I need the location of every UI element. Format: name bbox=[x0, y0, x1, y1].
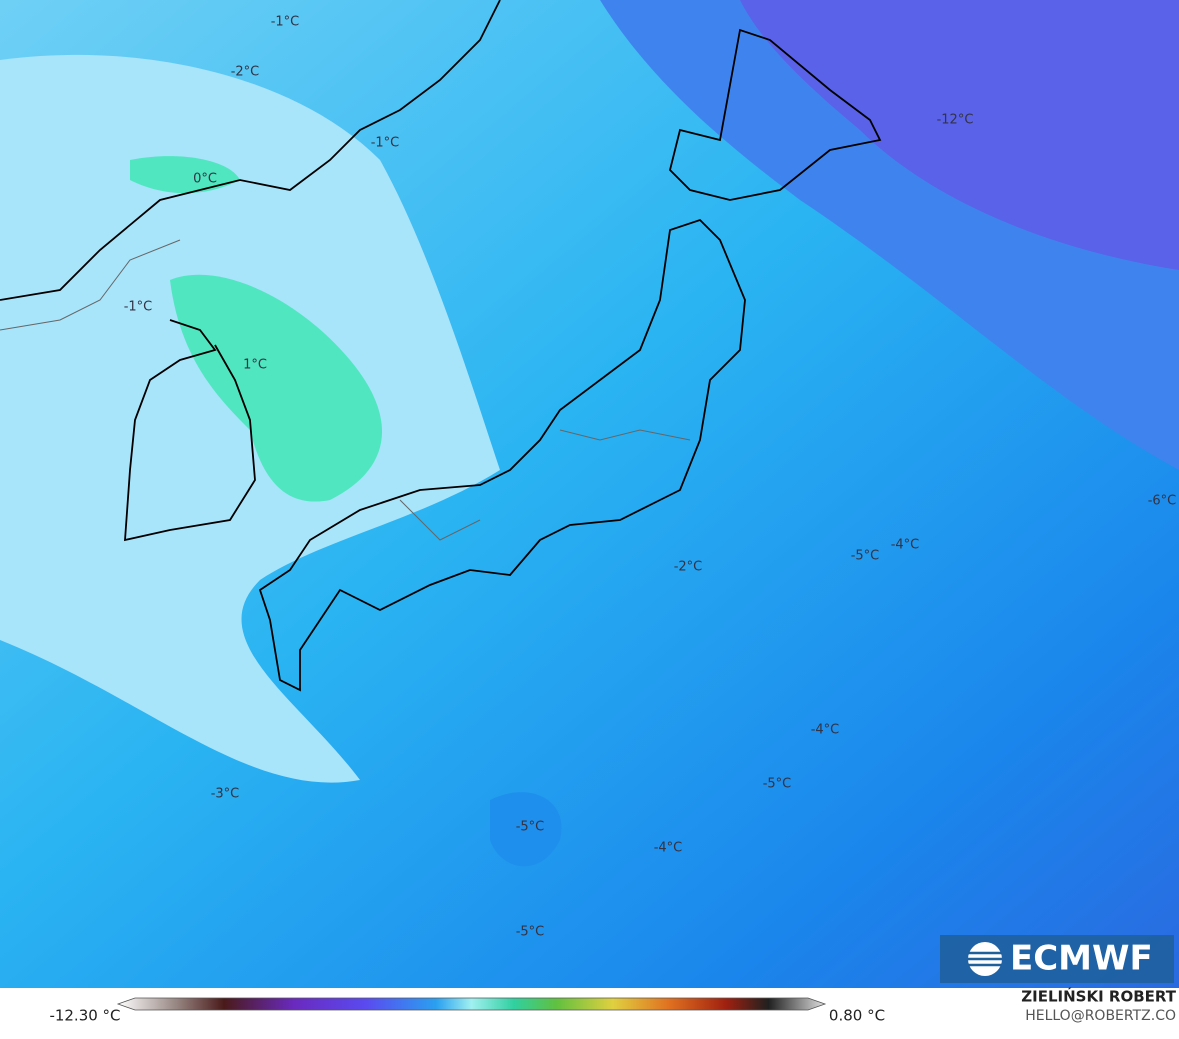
credit-name: ZIELIŃSKI ROBERT bbox=[1021, 987, 1176, 1006]
temp-label: -3°C bbox=[211, 787, 240, 802]
temp-label: -2°C bbox=[674, 560, 703, 575]
temp-label: -2°C bbox=[231, 65, 260, 80]
temp-label: -4°C bbox=[654, 841, 683, 856]
temp-label: -1°C bbox=[271, 15, 300, 30]
temp-label: 0°C bbox=[193, 172, 217, 187]
hokkaido-coast bbox=[669, 28, 882, 201]
cool-blob bbox=[490, 792, 562, 867]
logo-text: ECMWF bbox=[1010, 939, 1153, 979]
temp-label: -1°C bbox=[371, 136, 400, 151]
colorbar-min: -12.30 °C bbox=[49, 1007, 120, 1025]
map-labels: -1°C -2°C -1°C 0°C -1°C 1°C -12°C -6°C -… bbox=[124, 15, 1177, 940]
temp-label: -5°C bbox=[516, 820, 545, 835]
temp-label: 1°C bbox=[243, 358, 267, 373]
temp-label: -4°C bbox=[891, 538, 920, 553]
coastline bbox=[124, 319, 256, 542]
map: -1°C -2°C -1°C 0°C -1°C 1°C -12°C -6°C -… bbox=[0, 0, 1179, 988]
temp-label: -4°C bbox=[811, 723, 840, 738]
warm-blob bbox=[170, 274, 383, 502]
colorbar-max: 0.80 °C bbox=[829, 1007, 885, 1025]
temp-label: -12°C bbox=[937, 113, 974, 128]
warm-blob bbox=[130, 156, 240, 194]
temp-label: -5°C bbox=[763, 777, 792, 792]
temp-label: -1°C bbox=[124, 300, 153, 315]
japan-coast bbox=[258, 218, 746, 692]
border bbox=[0, 239, 691, 541]
temp-label: -6°C bbox=[1148, 494, 1177, 509]
logo: ECMWF bbox=[940, 935, 1174, 983]
temp-label: -5°C bbox=[516, 925, 545, 940]
coastline bbox=[0, 0, 501, 301]
cold-core bbox=[740, 0, 1179, 270]
colorbar-scale bbox=[116, 997, 827, 1011]
temp-label: -5°C bbox=[851, 549, 880, 564]
logo-icon-lines bbox=[968, 951, 1002, 967]
credit-contact: HELLO@ROBERTZ.CO bbox=[1025, 1008, 1176, 1024]
colorbar: -12.30 °C 0.80 °C bbox=[49, 997, 885, 1025]
